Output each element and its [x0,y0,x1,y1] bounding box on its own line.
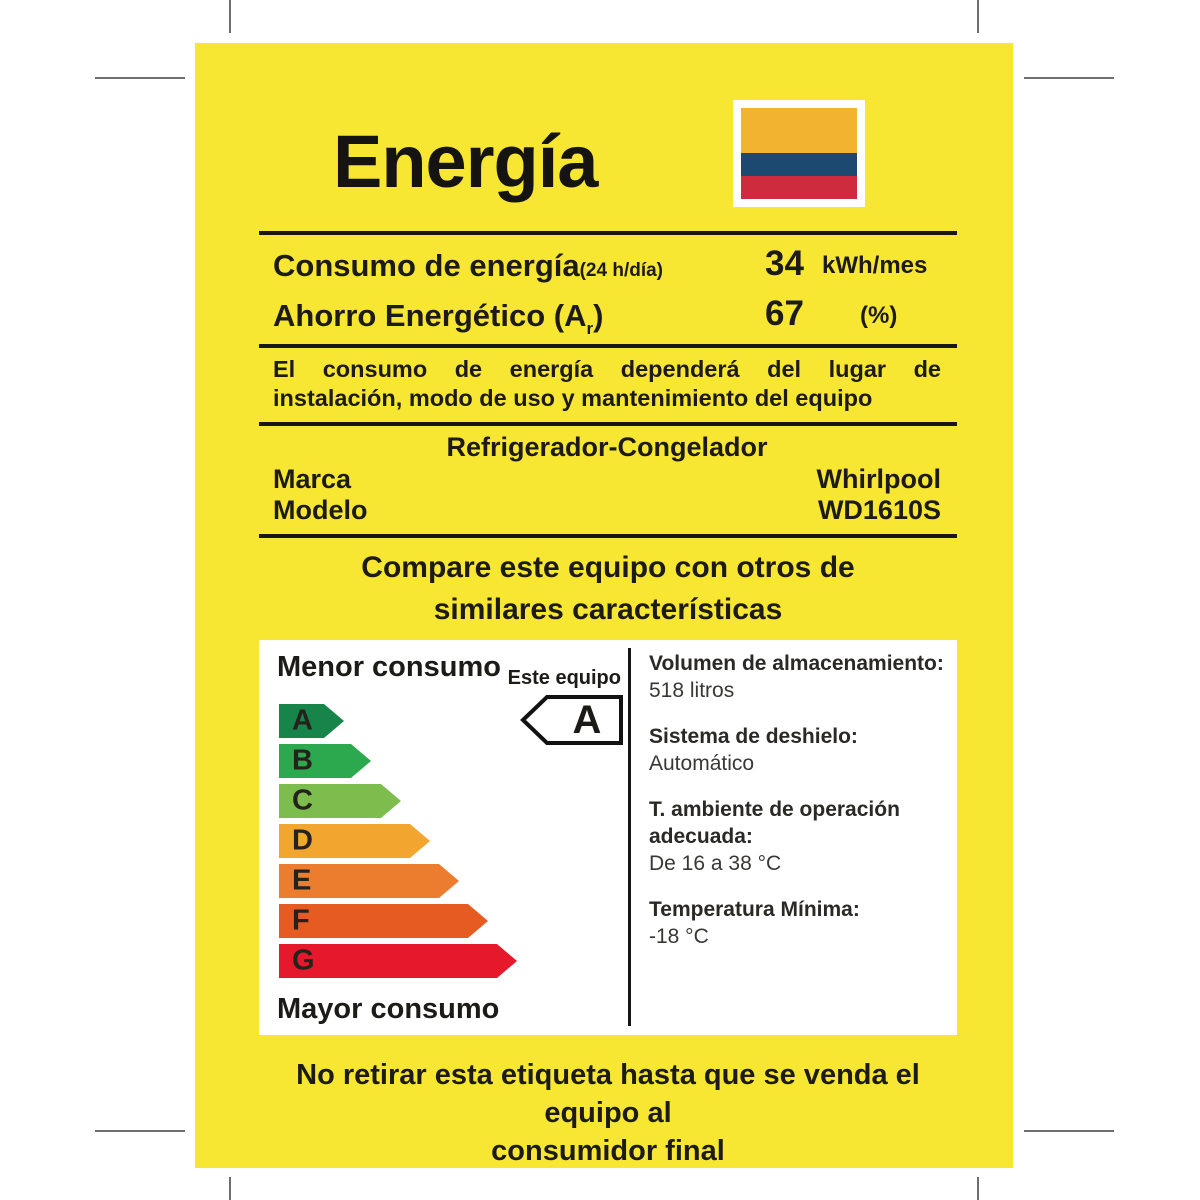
product-section: Refrigerador-Congelador Marca Whirlpool … [259,426,957,534]
crop-mark [95,77,185,79]
flag-stripe-red [741,176,857,199]
grade-arrow-G: G [279,944,517,978]
model-value: WD1610S [817,495,941,525]
savings-label-close: ) [593,298,604,333]
compare-line-1: Compare este equipo con otros de [361,551,855,584]
flag-stripe-yellow [741,108,857,153]
spec-value: De 16 a 38 °C [649,852,782,875]
panel-divider [628,648,631,1026]
disclaimer-line-1: El consumo de energía dependerá del luga… [273,356,941,382]
spec-item: Sistema de deshielo: Automático [649,723,957,777]
savings-label: Ahorro Energético (Ar) [273,298,603,339]
footer-line-2: consumidor final [491,1135,725,1167]
grade-letter: C [292,784,313,817]
crop-mark [977,0,979,33]
grade-letter: D [292,824,313,857]
spec-item: Temperatura Mínima: -18 °C [649,896,957,950]
divider [259,534,957,538]
spec-label: Sistema de deshielo: [649,725,858,748]
disclaimer-line-2: instalación, modo de uso y mantenimiento… [273,385,873,411]
grade-letter: B [292,744,313,777]
savings-value: 67 [765,294,804,333]
grade-arrow-B: B [279,744,371,778]
disclaimer-text: El consumo de energía dependerá del luga… [259,355,957,413]
spec-value: Automático [649,752,755,775]
product-type: Refrigerador-Congelador [446,432,768,462]
consumption-label-text: Consumo de energía [273,248,580,283]
grade-arrow-A: A [279,704,344,738]
divider [259,231,957,235]
label-content: Consumo de energía(24 h/día) 34 kWh/mes … [259,231,957,1170]
savings-label-subscript: r [586,319,594,338]
footer-notice: No retirar esta etiqueta hasta que se ve… [259,1056,957,1170]
mayor-consumo-label: Mayor consumo [277,993,500,1025]
consumption-sublabel: (24 h/día) [579,260,664,281]
marker-rating: A [572,698,602,742]
spec-label: Temperatura Mínima: [649,898,860,921]
label-header: Energía [195,43,1013,231]
savings-row: Ahorro Energético (Ar) 67 (%) [259,294,957,344]
spec-item: Volumen de almacenamiento: 518 litros [649,650,957,704]
consumption-unit: kWh/mes [822,252,928,279]
spec-value: 518 litros [649,679,735,702]
grade-arrow-C: C [279,784,401,818]
consumption-label: Consumo de energía(24 h/día) [273,248,663,284]
grade-arrow-E: E [279,864,459,898]
marker-arrow-icon [520,695,623,745]
spec-value: -18 °C [649,925,709,948]
label-title: Energía [333,120,598,203]
model-label: Modelo [273,495,368,525]
this-equipment-marker: A [519,693,625,747]
brand-value: Whirlpool [816,464,941,494]
grade-letter: F [292,904,310,937]
spec-label: T. ambiente de operación adecuada: [649,798,900,848]
grade-letter: A [292,704,313,737]
colombia-flag-icon [733,100,865,207]
brand-row: Marca Whirlpool [273,464,941,495]
spec-label: Volumen de almacenamiento: [649,652,944,675]
grade-letter: G [292,944,315,977]
crop-mark [977,1177,979,1200]
consumption-row: Consumo de energía(24 h/día) 34 kWh/mes [259,244,957,294]
crop-mark [1024,1130,1114,1132]
spec-item: T. ambiente de operación adecuada: De 16 … [649,796,957,877]
brand-label: Marca [273,464,352,494]
consumption-value: 34 [765,244,804,283]
specs-list: Volumen de almacenamiento: 518 litros Sist… [649,650,957,969]
compare-heading: Compare este equipo con otros de similar… [308,547,908,639]
grade-letter: E [292,864,312,897]
compare-line-2: similares características [433,593,783,626]
este-equipo-label: Este equipo [507,667,621,689]
crop-mark [1024,77,1114,79]
crop-mark [229,1177,231,1200]
divider [259,422,957,426]
grade-arrow-F: F [279,904,488,938]
crop-mark [229,0,231,33]
flag-stripe-blue [741,153,857,176]
crop-mark [95,1130,185,1132]
grade-arrow-D: D [279,824,430,858]
savings-label-text: Ahorro Energético (A [273,298,587,333]
savings-unit: (%) [860,302,898,329]
energy-label: Energía Consumo de energía(24 h/día) 34 … [195,43,1013,1168]
divider [259,344,957,348]
menor-consumo-label: Menor consumo [277,651,501,683]
footer-line-1: No retirar esta etiqueta hasta que se ve… [296,1059,920,1129]
model-row: Modelo WD1610S [273,495,941,526]
